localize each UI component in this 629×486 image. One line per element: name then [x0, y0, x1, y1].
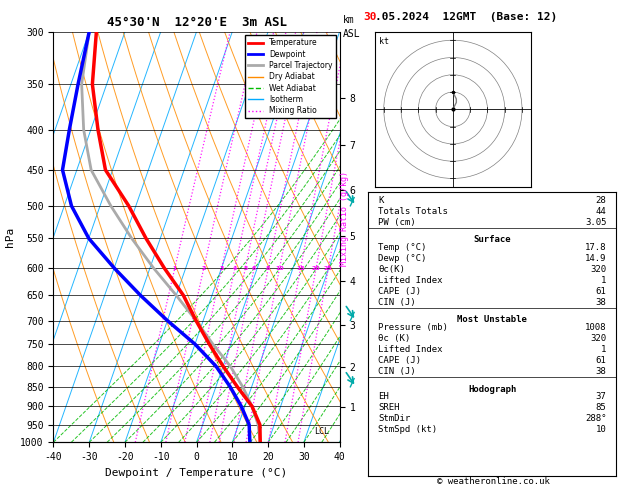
- Text: StmDir: StmDir: [378, 414, 410, 423]
- Text: 3: 3: [220, 265, 224, 271]
- Text: 20: 20: [312, 265, 320, 271]
- Text: kt: kt: [379, 37, 389, 46]
- Text: SREH: SREH: [378, 403, 399, 412]
- Text: 288°: 288°: [585, 414, 606, 423]
- Text: 14.9: 14.9: [585, 254, 606, 263]
- Text: 85: 85: [596, 403, 606, 412]
- Text: km: km: [343, 15, 355, 25]
- Text: Surface: Surface: [474, 235, 511, 244]
- Text: 61: 61: [596, 356, 606, 365]
- Text: LCL: LCL: [314, 427, 329, 436]
- Text: Mixing Ratio (g/kg): Mixing Ratio (g/kg): [340, 171, 349, 266]
- Text: StmSpd (kt): StmSpd (kt): [378, 425, 437, 434]
- Text: 10: 10: [596, 425, 606, 434]
- Text: 38: 38: [596, 367, 606, 376]
- Legend: Temperature, Dewpoint, Parcel Trajectory, Dry Adiabat, Wet Adiabat, Isotherm, Mi: Temperature, Dewpoint, Parcel Trajectory…: [245, 35, 336, 118]
- Text: Totals Totals: Totals Totals: [378, 207, 448, 216]
- Text: 1: 1: [172, 265, 177, 271]
- Text: PW (cm): PW (cm): [378, 218, 416, 227]
- Text: 44: 44: [596, 207, 606, 216]
- Text: 4: 4: [233, 265, 237, 271]
- Text: ASL: ASL: [343, 29, 360, 39]
- Text: 38: 38: [596, 298, 606, 307]
- Text: Pressure (mb): Pressure (mb): [378, 323, 448, 332]
- Text: 1: 1: [601, 276, 606, 285]
- Text: 320: 320: [591, 334, 606, 343]
- Text: CIN (J): CIN (J): [378, 298, 416, 307]
- Text: 10: 10: [276, 265, 284, 271]
- Text: .05.2024  12GMT  (Base: 12): .05.2024 12GMT (Base: 12): [375, 12, 557, 22]
- Text: 2: 2: [201, 265, 206, 271]
- Text: Most Unstable: Most Unstable: [457, 315, 527, 324]
- Text: Dewp (°C): Dewp (°C): [378, 254, 426, 263]
- Text: 25: 25: [324, 265, 333, 271]
- Text: 8: 8: [266, 265, 270, 271]
- Text: 37: 37: [596, 392, 606, 401]
- X-axis label: Dewpoint / Temperature (°C): Dewpoint / Temperature (°C): [106, 468, 287, 478]
- Text: 3.05: 3.05: [585, 218, 606, 227]
- Text: EH: EH: [378, 392, 389, 401]
- Text: 15: 15: [296, 265, 305, 271]
- Text: 17.8: 17.8: [585, 243, 606, 252]
- Text: 1: 1: [601, 345, 606, 354]
- Text: 5: 5: [243, 265, 248, 271]
- Text: 1008: 1008: [585, 323, 606, 332]
- Text: © weatheronline.co.uk: © weatheronline.co.uk: [437, 477, 550, 486]
- Y-axis label: hPa: hPa: [4, 227, 14, 247]
- Text: 320: 320: [591, 265, 606, 274]
- Text: 30: 30: [364, 12, 377, 22]
- Text: Lifted Index: Lifted Index: [378, 345, 442, 354]
- Text: 61: 61: [596, 287, 606, 296]
- Text: CIN (J): CIN (J): [378, 367, 416, 376]
- Text: Hodograph: Hodograph: [468, 384, 516, 394]
- Text: Lifted Index: Lifted Index: [378, 276, 442, 285]
- Text: θc (K): θc (K): [378, 334, 410, 343]
- Text: 28: 28: [596, 196, 606, 205]
- Text: CAPE (J): CAPE (J): [378, 356, 421, 365]
- Text: θc(K): θc(K): [378, 265, 405, 274]
- Text: 6: 6: [252, 265, 256, 271]
- Text: Temp (°C): Temp (°C): [378, 243, 426, 252]
- Title: 45°30'N  12°20'E  3m ASL: 45°30'N 12°20'E 3m ASL: [106, 16, 287, 29]
- Text: K: K: [378, 196, 383, 205]
- Text: CAPE (J): CAPE (J): [378, 287, 421, 296]
